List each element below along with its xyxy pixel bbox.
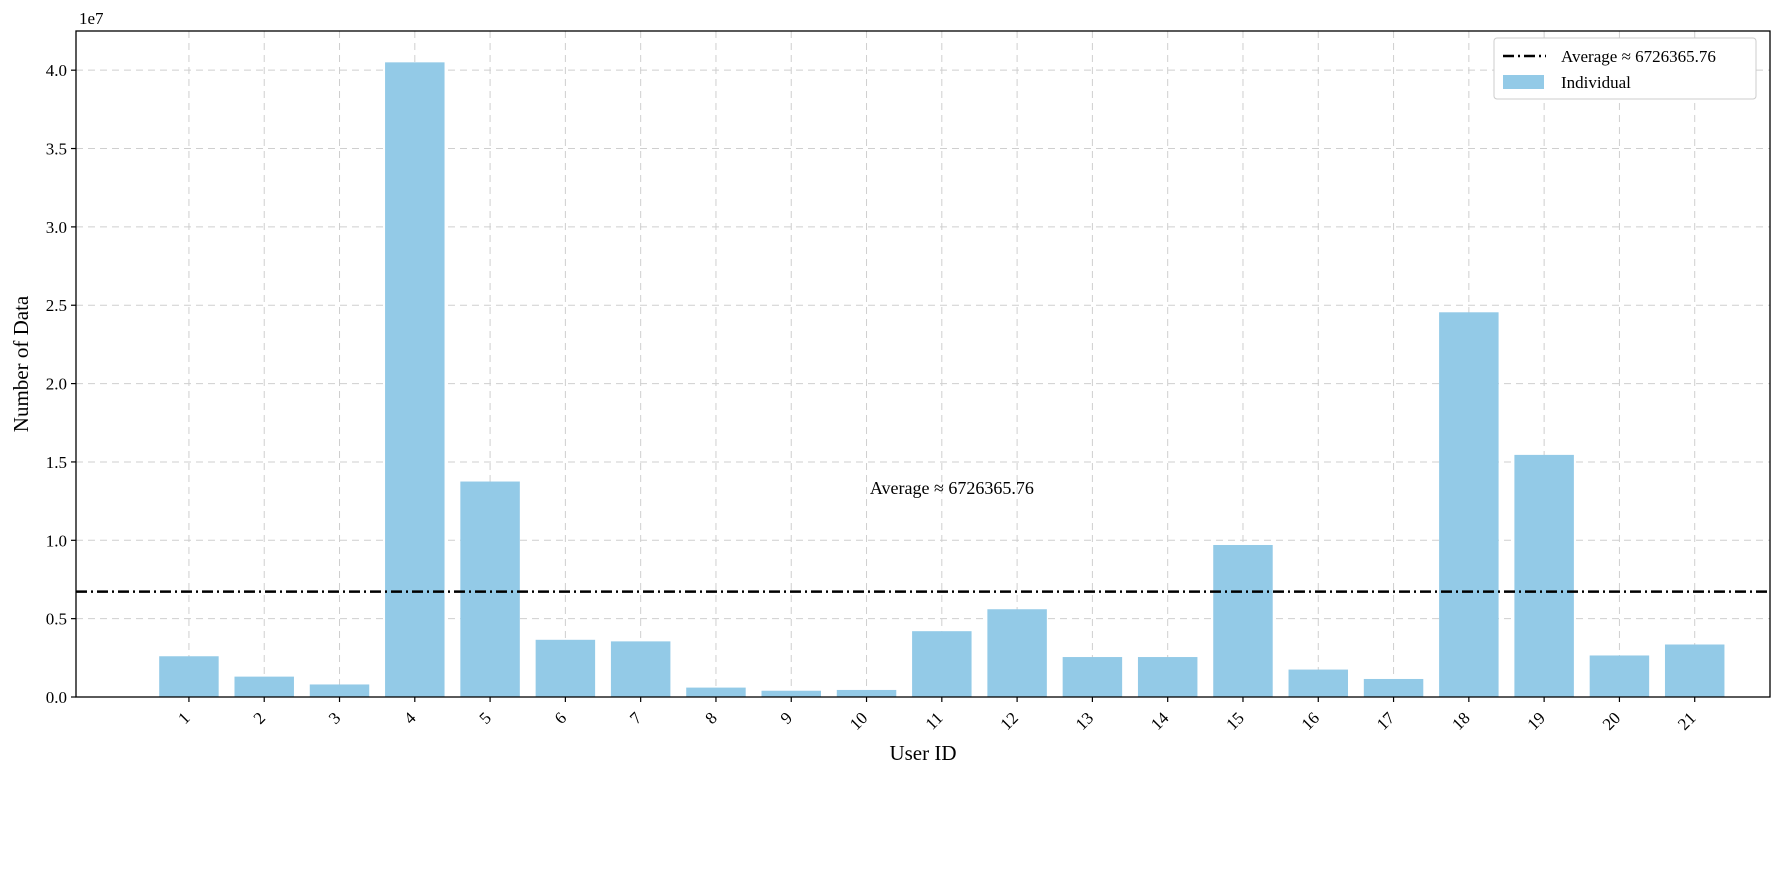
y-axis-ticks: 0.0 0.5 1.0 1.5 2.0 2.5 3.0 3.5 4.0 [46,61,76,707]
bar-user-14 [1137,657,1198,697]
y-tick-label: 1.5 [46,453,67,472]
x-tick-label: 17 [1373,708,1399,734]
x-axis-ticks: 1 2 3 4 5 6 7 8 9 10 11 12 13 14 15 16 17 18 19 20 21 [174,697,1700,734]
average-annotation: Average ≈ 6726365.76 [870,478,1034,498]
bar-user-16 [1288,669,1349,697]
bar-user-1 [159,656,219,697]
y-tick-label: 1.0 [46,531,67,550]
bar-user-17 [1363,678,1424,697]
bar-user-9 [761,690,821,697]
x-tick-label: 1 [174,708,193,727]
x-tick-label: 20 [1599,708,1624,733]
bar-user-2 [234,676,294,697]
y-offset-label: 1e7 [79,9,104,28]
bar-user-12 [987,609,1047,697]
legend-box [1493,37,1757,100]
bar-user-8 [686,687,746,697]
x-tick-label: 4 [400,708,420,728]
x-tick-label: 18 [1448,708,1473,733]
plot-frame [75,30,1771,698]
bar-user-11 [912,631,972,697]
bars [159,62,1725,697]
bar-user-6 [535,639,596,697]
x-axis-label: User ID [889,741,956,765]
legend-average-label: Average ≈ 6726365.76 [1561,47,1716,66]
y-tick-label: 2.0 [46,375,67,394]
bar-user-7 [610,641,671,697]
bar-user-3 [309,684,370,697]
bar-user-21 [1664,644,1725,697]
x-tick-label: 2 [250,708,269,727]
x-tick-label: 6 [551,708,570,727]
bar-user-18 [1439,312,1499,697]
x-tick-label: 12 [996,708,1021,733]
bar-user-13 [1062,657,1123,697]
y-tick-label: 0.0 [46,688,67,707]
bar-user-20 [1589,655,1650,697]
y-tick-label: 3.0 [46,218,67,237]
y-tick-label: 4.0 [46,61,67,80]
legend: Average ≈ 6726365.76 Individual [1493,37,1757,100]
x-tick-label: 14 [1147,708,1173,734]
grid [76,31,1770,697]
x-tick-label: 15 [1222,708,1247,733]
bar-user-10 [836,689,897,697]
x-tick-label: 13 [1072,708,1097,733]
bar-user-19 [1514,454,1574,697]
bar-user-4 [385,62,445,697]
bar-user-5 [460,481,520,697]
x-tick-label: 21 [1674,708,1699,733]
x-tick-label: 8 [701,708,720,727]
y-tick-label: 2.5 [46,296,67,315]
y-axis-label: Number of Data [9,295,33,432]
x-tick-label: 19 [1524,708,1549,733]
x-tick-label: 16 [1298,708,1323,733]
x-tick-label: 9 [777,708,796,727]
x-tick-label: 5 [475,708,494,727]
x-tick-label: 3 [325,708,344,727]
bar-user-15 [1213,544,1273,697]
y-tick-label: 0.5 [46,610,67,629]
y-tick-label: 3.5 [46,140,67,159]
x-tick-label: 11 [922,708,947,733]
legend-individual-label: Individual [1561,73,1631,92]
x-tick-label: 10 [846,708,871,733]
legend-individual-swatch [1503,75,1544,89]
x-tick-label: 7 [626,708,646,728]
